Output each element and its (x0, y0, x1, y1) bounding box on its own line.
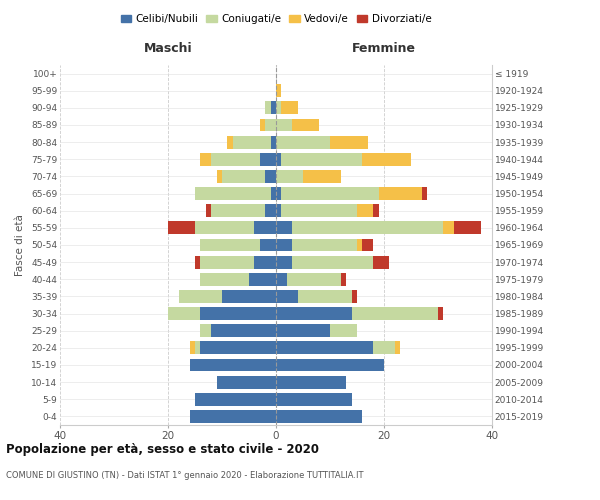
Bar (276, 410, 362, 423)
Bar (352, 307, 438, 320)
Legend: Celibi/Nubili, Coniugati/e, Vedovi/e, Divorziati/e: Celibi/Nubili, Coniugati/e, Vedovi/e, Di… (116, 10, 436, 29)
Bar (292, 238, 357, 252)
Bar (179, 290, 222, 303)
Bar (276, 324, 330, 337)
Bar (357, 204, 373, 217)
Bar (265, 170, 276, 183)
Bar (443, 222, 454, 234)
Bar (200, 324, 211, 337)
Bar (200, 153, 211, 166)
Text: Maschi: Maschi (143, 42, 193, 54)
Bar (217, 376, 276, 388)
Bar (281, 153, 362, 166)
Bar (168, 222, 195, 234)
Bar (200, 307, 276, 320)
Bar (271, 136, 276, 148)
Bar (454, 222, 481, 234)
Bar (190, 410, 276, 423)
Bar (276, 102, 281, 114)
Bar (276, 222, 292, 234)
Bar (341, 273, 346, 285)
Bar (233, 136, 271, 148)
Bar (276, 187, 281, 200)
Bar (379, 187, 422, 200)
Bar (260, 153, 276, 166)
Bar (249, 273, 276, 285)
Bar (292, 118, 319, 132)
Bar (200, 238, 260, 252)
Bar (227, 136, 233, 148)
Bar (265, 118, 276, 132)
Bar (190, 342, 195, 354)
Bar (276, 118, 292, 132)
Bar (200, 256, 254, 268)
Text: Popolazione per età, sesso e stato civile - 2020: Popolazione per età, sesso e stato civil… (6, 442, 319, 456)
Bar (217, 170, 222, 183)
Bar (276, 238, 292, 252)
Bar (438, 307, 443, 320)
Y-axis label: Fasce di età: Fasce di età (16, 214, 25, 276)
Bar (190, 358, 276, 372)
Bar (330, 324, 357, 337)
Bar (292, 256, 373, 268)
Bar (271, 102, 276, 114)
Bar (211, 204, 265, 217)
Bar (276, 358, 384, 372)
Bar (222, 170, 265, 183)
Bar (276, 153, 281, 166)
Bar (281, 204, 357, 217)
Bar (200, 273, 249, 285)
Bar (330, 136, 368, 148)
Bar (422, 187, 427, 200)
Bar (362, 153, 411, 166)
Bar (260, 238, 276, 252)
Bar (276, 307, 352, 320)
Bar (276, 290, 298, 303)
Bar (206, 204, 211, 217)
Bar (195, 342, 200, 354)
Bar (276, 273, 287, 285)
Bar (276, 170, 303, 183)
Bar (373, 204, 379, 217)
Bar (373, 342, 395, 354)
Text: Femmine: Femmine (352, 42, 416, 54)
Bar (271, 187, 276, 200)
Bar (281, 102, 298, 114)
Bar (281, 187, 379, 200)
Bar (395, 342, 400, 354)
Bar (373, 256, 389, 268)
Bar (276, 84, 281, 97)
Bar (195, 393, 276, 406)
Bar (195, 256, 200, 268)
Bar (195, 222, 254, 234)
Bar (211, 324, 276, 337)
Bar (276, 342, 373, 354)
Bar (254, 222, 276, 234)
Bar (357, 238, 362, 252)
Bar (254, 256, 276, 268)
Bar (276, 136, 330, 148)
Text: COMUNE DI GIUSTINO (TN) - Dati ISTAT 1° gennaio 2020 - Elaborazione TUTTITALIA.I: COMUNE DI GIUSTINO (TN) - Dati ISTAT 1° … (6, 471, 364, 480)
Bar (276, 256, 292, 268)
Bar (168, 307, 200, 320)
Bar (287, 273, 341, 285)
Bar (362, 238, 373, 252)
Bar (352, 290, 357, 303)
Bar (195, 187, 271, 200)
Bar (265, 102, 271, 114)
Bar (200, 342, 276, 354)
Bar (303, 170, 341, 183)
Bar (298, 290, 352, 303)
Bar (260, 118, 265, 132)
Bar (276, 204, 281, 217)
Bar (276, 376, 346, 388)
Bar (211, 153, 260, 166)
Bar (276, 393, 352, 406)
Bar (222, 290, 276, 303)
Bar (292, 222, 443, 234)
Bar (265, 204, 276, 217)
